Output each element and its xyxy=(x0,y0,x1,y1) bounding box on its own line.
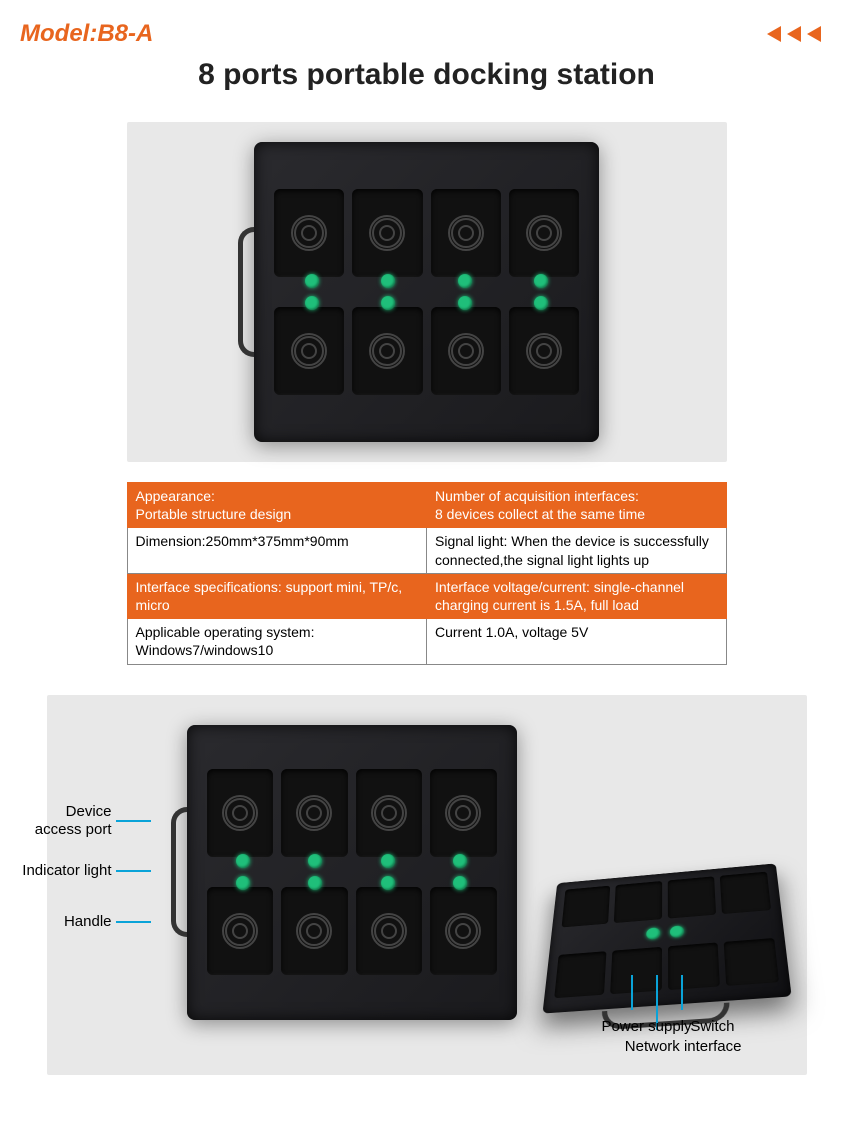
header-row: Model:B8-A xyxy=(0,0,853,48)
indicator-led-icon xyxy=(381,274,395,288)
callout-power-supply: Power supply xyxy=(601,1018,691,1035)
led-row xyxy=(254,274,599,310)
nav-arrows-icon xyxy=(765,26,823,42)
device-slot xyxy=(509,189,579,277)
device-slot xyxy=(274,307,344,395)
callout-device-access-port: Device access port xyxy=(12,803,151,839)
device-slot xyxy=(431,189,501,277)
device-slot xyxy=(352,189,422,277)
device-handle xyxy=(238,227,254,357)
page-title: 8 ports portable docking station xyxy=(0,58,853,92)
device-slot xyxy=(352,307,422,395)
spec-row: Interface specifications: support mini, … xyxy=(127,573,726,618)
indicator-led-icon xyxy=(534,274,548,288)
indicator-led-icon xyxy=(458,274,472,288)
callout-handle: Handle xyxy=(12,913,151,931)
indicator-led-icon xyxy=(305,296,319,310)
spec-cell-right: Current 1.0A, voltage 5V xyxy=(427,619,727,664)
device-slot xyxy=(274,189,344,277)
model-label: Model:B8-A xyxy=(20,20,153,48)
spec-cell-left: Dimension:250mm*375mm*90mm xyxy=(127,528,427,573)
device-top-view xyxy=(254,142,599,442)
indicator-led-icon xyxy=(305,274,319,288)
spec-cell-right: Interface voltage/current: single-channe… xyxy=(427,573,727,618)
device-labeled-view xyxy=(187,725,517,1020)
spec-cell-right: Signal light: When the device is success… xyxy=(427,528,727,573)
product-image-frame-top xyxy=(127,122,727,462)
device-slot xyxy=(431,307,501,395)
spec-table: Appearance: Portable structure designNum… xyxy=(127,482,727,665)
slot-row-top xyxy=(274,189,579,277)
device-handle xyxy=(171,807,187,937)
spec-row: Applicable operating system: Windows7/wi… xyxy=(127,619,726,664)
spec-cell-left: Interface specifications: support mini, … xyxy=(127,573,427,618)
indicator-led-icon xyxy=(381,296,395,310)
indicator-led-icon xyxy=(458,296,472,310)
product-image-frame-bottom: Device access port Indicator light Handl… xyxy=(47,695,807,1075)
slot-row-bottom xyxy=(274,307,579,395)
device-slot xyxy=(509,307,579,395)
callout-network: Network interface xyxy=(625,1038,742,1055)
spec-row: Appearance: Portable structure designNum… xyxy=(127,483,726,528)
callout-indicator-light: Indicator light xyxy=(12,862,151,880)
spec-cell-right: Number of acquisition interfaces: 8 devi… xyxy=(427,483,727,528)
indicator-led-icon xyxy=(534,296,548,310)
spec-row: Dimension:250mm*375mm*90mmSignal light: … xyxy=(127,528,726,573)
callout-switch: Switch xyxy=(690,1018,734,1035)
spec-cell-left: Appearance: Portable structure design xyxy=(127,483,427,528)
spec-cell-left: Applicable operating system: Windows7/wi… xyxy=(127,619,427,664)
